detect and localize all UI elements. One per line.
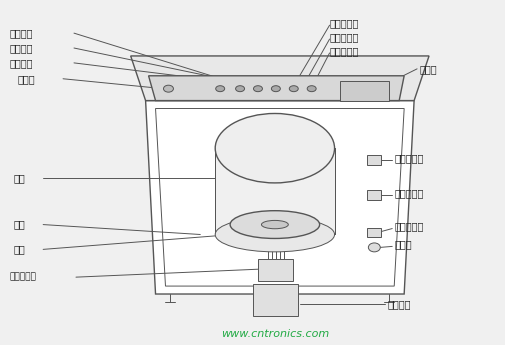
Text: 洗滌電機: 洗滌電機	[386, 299, 410, 309]
Text: 撥盤: 撥盤	[13, 244, 25, 254]
Ellipse shape	[261, 220, 288, 229]
Polygon shape	[148, 76, 403, 101]
Bar	[252, 284, 297, 316]
Text: www.cntronics.com: www.cntronics.com	[220, 329, 328, 339]
Text: 停止按鈕: 停止按鈕	[9, 28, 33, 38]
Bar	[367, 228, 381, 237]
Ellipse shape	[235, 86, 244, 92]
Bar	[215, 148, 334, 235]
Bar	[339, 81, 388, 101]
Text: 內桶: 內桶	[13, 173, 25, 183]
Text: 排水按鈕: 排水按鈕	[9, 43, 33, 53]
Ellipse shape	[368, 243, 380, 252]
Text: 中水位按鈕: 中水位按鈕	[329, 32, 358, 42]
Ellipse shape	[253, 86, 262, 92]
Text: 中水位開關: 中水位開關	[393, 188, 423, 198]
Text: 高水位按鈕: 高水位按鈕	[329, 18, 358, 28]
Text: 顯示器: 顯示器	[418, 64, 436, 74]
Bar	[258, 259, 292, 281]
Text: 低水位開關: 低水位開關	[393, 221, 423, 231]
Text: 啟動按鈕: 啟動按鈕	[9, 58, 33, 68]
Text: 外桶: 外桶	[13, 219, 25, 229]
Polygon shape	[130, 56, 428, 101]
Ellipse shape	[215, 217, 334, 252]
Bar	[367, 155, 381, 165]
Ellipse shape	[163, 85, 173, 92]
Ellipse shape	[215, 114, 334, 183]
Text: 排水口: 排水口	[393, 239, 411, 249]
Bar	[367, 190, 381, 200]
Ellipse shape	[307, 86, 316, 92]
Text: 低水位按鈕: 低水位按鈕	[329, 46, 358, 56]
Polygon shape	[145, 101, 413, 294]
Ellipse shape	[215, 86, 224, 92]
Text: 高水位開關: 高水位開關	[393, 153, 423, 163]
Ellipse shape	[289, 86, 297, 92]
Text: 進水口: 進水口	[17, 74, 35, 84]
Ellipse shape	[230, 211, 319, 238]
Text: 電磁離合器: 電磁離合器	[9, 273, 36, 282]
Ellipse shape	[271, 86, 280, 92]
